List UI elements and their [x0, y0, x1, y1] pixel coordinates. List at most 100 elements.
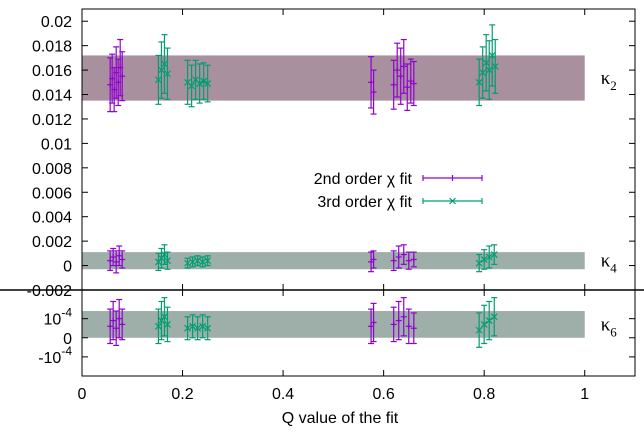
data-point — [390, 250, 397, 272]
data-point — [480, 249, 488, 270]
marker-cross-b — [204, 257, 212, 265]
y-tick-label: 0 — [63, 259, 72, 276]
series-1-bottom — [107, 297, 417, 347]
marker-cross-b — [490, 251, 498, 258]
marker-cross-b — [161, 60, 168, 68]
series-2-bottom — [154, 297, 498, 348]
data-point — [196, 63, 204, 104]
marker-cross-b — [485, 317, 493, 325]
band-label-subscript: 6 — [610, 324, 617, 339]
y-tick-label: -10-4 — [38, 344, 72, 367]
y-tick-label: 0.012 — [32, 112, 72, 129]
data-point — [475, 58, 483, 107]
legend: 2nd order χ fit 3rd order χ fit — [314, 171, 483, 211]
band-label-kappa6: κ6 — [601, 314, 618, 339]
y-tick-label: 0.018 — [32, 39, 72, 56]
marker-cross-b — [491, 62, 499, 70]
marker-cross-b — [480, 320, 488, 328]
data-point — [485, 245, 493, 269]
marker-cross-b — [192, 76, 200, 84]
data-point — [184, 257, 191, 269]
data-point — [184, 316, 191, 341]
data-point — [116, 298, 123, 339]
marker-cross-b — [184, 324, 191, 332]
y-tick-label: 0.02 — [41, 14, 72, 31]
data-point — [405, 251, 412, 270]
data-point — [200, 62, 208, 101]
x-axis-title: Q value of the fit — [282, 410, 399, 427]
marker-cross-b — [488, 52, 496, 59]
data-layer — [107, 24, 499, 348]
y-tick-label: 0.002 — [32, 234, 72, 251]
data-point — [161, 34, 168, 94]
band-label-kappa4: κ4 — [601, 251, 618, 276]
marker-cross-b — [479, 69, 487, 76]
data-point — [113, 46, 120, 99]
y-tick-label: 0 — [63, 331, 72, 348]
data-point — [491, 38, 499, 94]
marker-cross-b — [154, 76, 162, 84]
data-point — [199, 314, 207, 339]
x-tick-label: 0.2 — [171, 386, 193, 403]
marker-cross-b — [200, 77, 208, 85]
data-point — [395, 300, 402, 341]
y-tick-label: 0.004 — [32, 210, 72, 227]
y-tick-label: 0.014 — [32, 88, 72, 105]
data-point — [204, 316, 212, 341]
marker-cross-b — [154, 322, 162, 330]
data-point — [164, 306, 171, 343]
data-point — [116, 245, 123, 267]
data-point — [110, 300, 117, 341]
data-point — [158, 300, 165, 341]
x-tick-label: 0.6 — [373, 386, 395, 403]
data-point — [154, 308, 162, 345]
y-tick-label-exponent: -4 — [61, 306, 72, 320]
band-label-kappa2: κ2 — [601, 68, 617, 93]
marker-cross-b — [480, 256, 488, 263]
frame-layer — [0, 8, 644, 377]
band-label-subscript: 4 — [610, 261, 617, 276]
data-point — [204, 255, 212, 267]
x-tick-label: 0.4 — [272, 386, 294, 403]
marker-cross-b — [199, 258, 207, 266]
series-2-top — [154, 24, 499, 273]
data-point — [404, 63, 411, 112]
data-point — [395, 245, 402, 269]
marker-cross-b — [204, 80, 212, 87]
data-point — [370, 302, 377, 343]
marker-cross-b — [184, 259, 191, 267]
data-point — [113, 310, 120, 347]
data-point — [158, 41, 165, 99]
marker-cross-b — [490, 313, 498, 321]
marker-cross-b — [189, 322, 197, 330]
data-point — [390, 306, 397, 343]
marker-cross-b — [158, 66, 165, 74]
data-point — [119, 308, 126, 341]
legend-sample-series-1 — [422, 175, 483, 181]
ticks-layer: 0.02 0.018 0.016 0.014 0.012 0.01 0.008 0.006 0.… — [27, 9, 635, 403]
marker-cross-b — [485, 66, 493, 74]
data-point — [107, 308, 114, 345]
data-point — [400, 38, 407, 94]
marker-cross-b — [161, 313, 168, 321]
y-tick-label: -0.002 — [27, 283, 72, 300]
data-point — [390, 59, 397, 110]
x-tick-label: 0.8 — [473, 386, 495, 403]
y-tick-label: 0.006 — [32, 185, 72, 202]
marker-cross-b — [189, 258, 197, 266]
band-kappa6 — [82, 311, 585, 338]
marker-cross-b — [204, 324, 212, 332]
data-point — [475, 253, 483, 273]
data-point — [117, 38, 124, 97]
marker-cross-b — [482, 59, 490, 67]
data-point — [188, 64, 196, 108]
data-point — [490, 244, 498, 265]
data-point — [410, 251, 417, 268]
x-tick-label: 1 — [580, 386, 589, 403]
data-point — [488, 24, 496, 87]
data-point — [394, 42, 401, 98]
data-point — [485, 300, 493, 341]
data-point — [397, 47, 404, 105]
data-point — [161, 297, 168, 337]
